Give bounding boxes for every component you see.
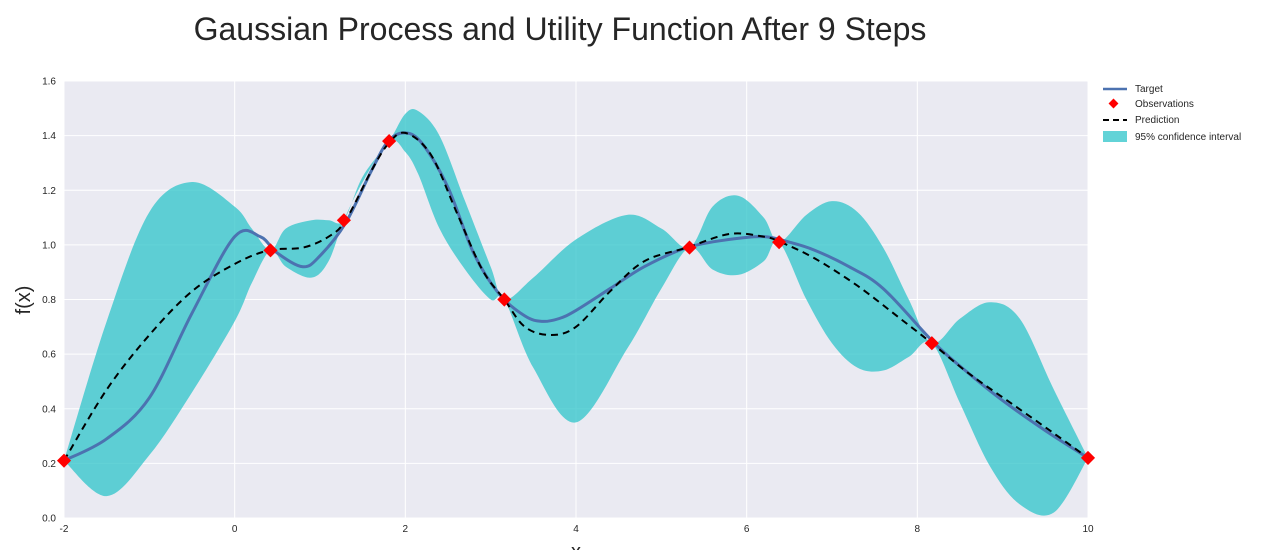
legend-ci-swatch <box>1103 131 1127 142</box>
observation-marker <box>497 292 512 307</box>
legend: Target Observations Prediction 95% confi… <box>1103 84 1241 143</box>
observation-marker <box>56 453 72 468</box>
x-tick-label: 10 <box>1082 524 1094 535</box>
observation-marker-layer <box>56 134 1096 468</box>
x-axis-label: x <box>571 541 581 550</box>
y-tick-label: 0.8 <box>42 295 56 306</box>
legend-ci-label: 95% confidence interval <box>1135 132 1241 143</box>
x-tick-label: 4 <box>573 524 579 535</box>
x-tick-label: -2 <box>60 524 69 535</box>
y-tick-label: 1.0 <box>42 240 56 251</box>
observation-marker <box>336 213 351 228</box>
legend-observations-label: Observations <box>1135 99 1194 110</box>
observation-marker <box>924 336 939 351</box>
observation-marker <box>1080 450 1096 465</box>
y-tick-labels: 0.0 0.2 0.4 0.6 0.8 1.0 1.2 1.4 1.6 <box>42 77 56 525</box>
y-tick-label: 0.4 <box>42 404 56 415</box>
x-tick-label: 8 <box>915 524 921 535</box>
x-tick-label: 0 <box>232 524 238 535</box>
y-tick-label: 0.6 <box>42 350 56 361</box>
y-axis-label: f(x) <box>13 286 35 315</box>
observation-marker <box>263 243 278 258</box>
y-tick-label: 1.6 <box>42 77 56 88</box>
legend-observations-swatch <box>1108 98 1119 109</box>
x-tick-label: 6 <box>744 524 750 535</box>
observation-marker <box>772 235 787 250</box>
chart-title: Gaussian Process and Utility Function Af… <box>194 11 927 47</box>
y-tick-label: 1.4 <box>42 131 56 142</box>
legend-target-label: Target <box>1135 84 1163 95</box>
x-tick-labels: -2 0 2 4 6 8 10 <box>60 524 1094 535</box>
y-tick-label: 1.2 <box>42 186 56 197</box>
y-tick-label: 0.0 <box>42 514 56 525</box>
confidence-band-layer <box>64 108 1088 516</box>
legend-prediction-label: Prediction <box>1135 115 1179 126</box>
observation-marker <box>682 240 697 255</box>
observation-marker <box>382 134 397 149</box>
y-tick-label: 0.2 <box>42 459 56 470</box>
target-line <box>63 131 1089 462</box>
x-tick-label: 2 <box>403 524 409 535</box>
confidence-interval-band <box>64 108 1088 516</box>
